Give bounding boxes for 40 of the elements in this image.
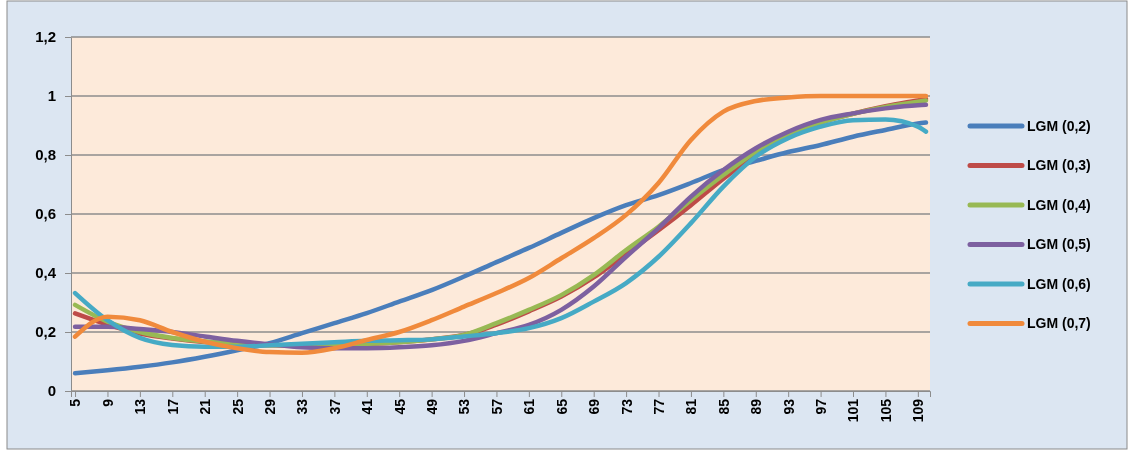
x-tick-label: 25 [229,398,246,415]
y-tick-label: 0,8 [35,146,56,164]
x-tick-label: 101 [845,398,862,423]
x-tick-label: 37 [326,398,343,415]
x-tick-label: 105 [877,398,894,423]
y-tick-label: 0,6 [35,205,56,223]
legend-label: LGM (0,6) [1027,275,1091,292]
x-tick-label: 17 [164,398,181,415]
x-tick-label: 93 [780,398,797,415]
y-tick-label: 0,2 [35,323,56,341]
x-tick-label: 69 [586,398,603,415]
x-tick-label: 49 [424,398,441,415]
x-tick-label: 33 [294,398,311,415]
x-tick-label: 65 [553,398,570,415]
legend-label: LGM (0,5) [1027,236,1091,253]
y-tick-label: 1 [47,87,56,105]
x-tick-label: 77 [650,398,667,415]
x-tick-label: 109 [910,398,927,423]
y-tick-label: 1,2 [35,28,56,46]
legend-label: LGM (0,3) [1027,157,1091,174]
y-tick-label: 0,4 [35,264,57,282]
x-tick-label: 73 [618,398,635,415]
x-tick-label: 97 [813,398,829,415]
x-tick-label: 53 [456,398,473,415]
x-tick-label: 45 [391,398,408,415]
x-tick-label: 81 [683,398,700,415]
x-tick-label: 61 [521,398,538,415]
legend-label: LGM (0,2) [1027,117,1091,134]
x-tick-label: 5 [67,398,84,407]
x-tick-label: 29 [261,398,278,415]
x-tick-label: 85 [715,398,732,415]
x-tick-label: 57 [488,398,505,415]
x-tick-label: 41 [359,398,376,415]
x-tick-label: 9 [99,398,116,407]
x-tick-label: 89 [748,398,765,415]
legend-label: LGM (0,7) [1027,315,1091,332]
x-tick-label: 13 [132,398,149,415]
y-tick-label: 0 [47,382,56,400]
x-tick-label: 21 [197,398,214,415]
legend-label: LGM (0,4) [1027,196,1091,213]
